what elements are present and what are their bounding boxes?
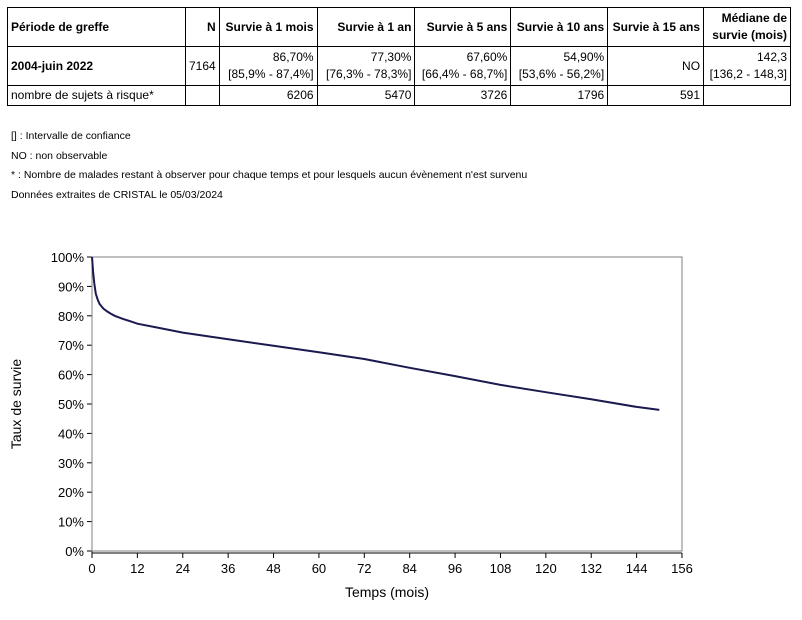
cell-risk-1-mois: 6206 [218, 85, 318, 106]
x-tick-label: 84 [402, 561, 416, 576]
y-tick-label: 0% [65, 544, 84, 559]
x-tick-label: 36 [221, 561, 235, 576]
confidence-interval: [76,3% - 78,3%] [326, 67, 412, 81]
cell-survie-1-an: 77,30% [76,3% - 78,3%] [316, 46, 416, 86]
y-tick-label: 20% [58, 485, 84, 500]
x-tick-label: 96 [448, 561, 462, 576]
header-mediane-line1: Médiane de [721, 11, 787, 25]
header-survie-1-mois: Survie à 1 mois [218, 7, 318, 47]
cell-risk-5-ans: 3726 [414, 85, 512, 106]
y-tick-label: 80% [58, 309, 84, 324]
cell-mediane: 142,3 [136,2 - 148,3] [703, 46, 791, 86]
y-tick-label: 70% [58, 338, 84, 353]
cell-survie-5-ans: 67,60% [66,4% - 68,7%] [414, 46, 512, 86]
x-tick-label: 120 [535, 561, 557, 576]
header-survie-10-ans: Survie à 10 ans [510, 7, 609, 47]
table-row: 2004-juin 2022 7164 86,70% [85,9% - 87,4%… [7, 46, 791, 86]
x-tick-label: 24 [176, 561, 190, 576]
confidence-interval: [85,9% - 87,4%] [228, 67, 314, 81]
cell-risk-10-ans: 1796 [510, 85, 609, 106]
survival-table: Période de greffe N Survie à 1 mois Surv… [7, 7, 791, 106]
confidence-interval: [136,2 - 148,3] [709, 67, 787, 81]
cell-n: 7164 [184, 46, 220, 86]
x-axis-label: Temps (mois) [345, 584, 429, 600]
x-tick-label: 108 [490, 561, 512, 576]
header-periode: Période de greffe [7, 7, 186, 47]
footnote-no: NO : non observable [11, 149, 108, 162]
cell-survie-1-mois: 86,70% [85,9% - 87,4%] [218, 46, 318, 86]
header-survie-15-ans: Survie à 15 ans [607, 7, 705, 47]
table-header-row: Période de greffe N Survie à 1 mois Surv… [7, 7, 791, 47]
footnote-ci: [] : Intervalle de confiance [11, 130, 131, 142]
cell-periode: 2004-juin 2022 [7, 46, 186, 86]
y-tick-label: 60% [58, 368, 84, 383]
x-tick-label: 12 [130, 561, 144, 576]
cell-risk-15-ans: 591 [607, 85, 705, 106]
table-row-risk: nombre de sujets à risque* 6206 5470 372… [7, 85, 791, 106]
header-n: N [184, 7, 220, 47]
value: 77,30% [370, 50, 412, 64]
x-tick-label: 144 [626, 561, 648, 576]
confidence-interval: [53,6% - 56,2%] [518, 67, 605, 81]
footnotes: [] : Intervalle de confiance NO : non ob… [11, 127, 527, 205]
x-tick-label: 72 [357, 561, 371, 576]
cell-risk-1-an: 5470 [316, 85, 416, 106]
x-tick-label: 48 [266, 561, 280, 576]
x-tick-label: 60 [312, 561, 326, 576]
value: 54,90% [563, 50, 605, 64]
y-tick-label: 10% [58, 515, 84, 530]
value: 67,60% [466, 50, 508, 64]
y-axis-label: Taux de survie [8, 359, 24, 449]
x-axis-ticks: 0 12 24 36 48 60 72 84 96 108 120 132 144 156 [88, 257, 693, 576]
x-tick-label: 0 [88, 561, 95, 576]
footnote-risk: * : Nombre de malades restant à observer… [11, 169, 528, 181]
value: 86,70% [272, 50, 314, 64]
survival-curve-chart: 0% 10% 20% 30% 40% 50% 60% 70% 80% 90% 100% 0 12 24 3… [8, 250, 693, 600]
cell-risk-n [184, 85, 220, 106]
footnote-source: Données extraites de CRISTAL le 05/03/20… [11, 188, 223, 201]
cell-survie-10-ans: 54,90% [53,6% - 56,2%] [510, 46, 609, 86]
header-mediane-line2: survie (mois) [712, 28, 787, 42]
x-tick-label: 156 [671, 561, 693, 576]
header-survie-5-ans: Survie à 5 ans [414, 7, 512, 47]
y-tick-label: 50% [58, 397, 84, 412]
y-tick-label: 40% [58, 426, 84, 441]
y-tick-label: 30% [58, 456, 84, 471]
confidence-interval: [66,4% - 68,7%] [421, 67, 508, 81]
value: 142,3 [756, 50, 787, 64]
cell-risk-label: nombre de sujets à risque* [7, 85, 186, 106]
x-tick-label: 132 [580, 561, 602, 576]
cell-risk-mediane [703, 85, 791, 106]
header-mediane: Médiane de survie (mois) [703, 7, 791, 47]
survival-curve-line [91, 256, 660, 411]
y-axis-ticks: 0% 10% 20% 30% 40% 50% 60% 70% 80% 90% 100% [51, 250, 92, 559]
y-tick-label: 100% [51, 250, 85, 265]
cell-survie-15-ans: NO [607, 46, 705, 86]
plot-frame [91, 256, 683, 552]
header-survie-1-an: Survie à 1 an [316, 7, 416, 47]
y-tick-label: 90% [58, 279, 84, 294]
